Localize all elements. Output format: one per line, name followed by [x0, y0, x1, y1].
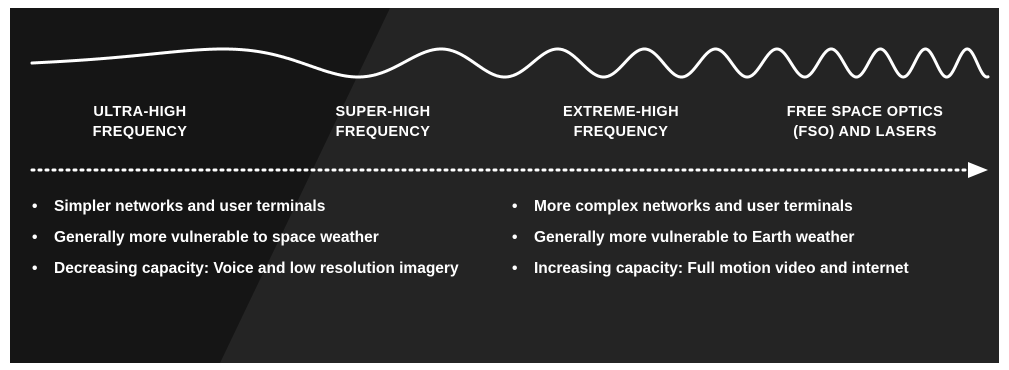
bullet-icon: •: [32, 260, 38, 277]
bullet-icon: •: [512, 198, 518, 215]
band-label-shf: SUPER-HIGH FREQUENCY: [268, 102, 498, 142]
spectrum-graphic: [30, 8, 999, 363]
spectrum-panel: ULTRA-HIGH FREQUENCY SUPER-HIGH FREQUENC…: [10, 8, 999, 363]
list-item: • More complex networks and user termina…: [508, 196, 998, 217]
bullet-text: Generally more vulnerable to space weath…: [54, 229, 379, 246]
frequency-arrow-head: [968, 162, 988, 178]
list-item: • Increasing capacity: Full motion video…: [508, 258, 954, 279]
bullet-text: Decreasing capacity: Voice and low resol…: [54, 260, 459, 277]
bullet-text: Generally more vulnerable to Earth weath…: [534, 229, 855, 246]
bullet-text: Increasing capacity: Full motion video a…: [534, 260, 909, 277]
list-item: • Generally more vulnerable to space wea…: [28, 227, 409, 248]
band-label-fso: FREE SPACE OPTICS (FSO) AND LASERS: [750, 102, 980, 142]
bullet-text: More complex networks and user terminals: [534, 198, 853, 215]
list-item: • Decreasing capacity: Voice and low res…: [28, 258, 469, 279]
band-label-line: SUPER-HIGH: [335, 104, 431, 120]
bullet-icon: •: [512, 260, 518, 277]
band-label-line: (FSO) AND LASERS: [793, 124, 937, 140]
band-label-line: ULTRA-HIGH: [93, 104, 187, 120]
bullet-icon: •: [32, 229, 38, 246]
band-label-line: FREQUENCY: [92, 124, 188, 140]
band-label-ehf: EXTREME-HIGH FREQUENCY: [506, 102, 736, 142]
band-label-line: FREQUENCY: [335, 124, 431, 140]
bullet-icon: •: [32, 198, 38, 215]
bullet-text: Simpler networks and user terminals: [54, 198, 326, 215]
band-label-line: FREQUENCY: [573, 124, 669, 140]
right-bullet-list: • More complex networks and user termina…: [508, 196, 998, 289]
left-bullet-list: • Simpler networks and user terminals • …: [28, 196, 498, 289]
band-label-line: EXTREME-HIGH: [563, 104, 679, 120]
frequency-wave: [30, 47, 990, 79]
bullet-icon: •: [512, 229, 518, 246]
diagonal-band: [220, 8, 999, 363]
band-label-line: FREE SPACE OPTICS: [786, 104, 944, 120]
list-item: • Simpler networks and user terminals: [28, 196, 498, 217]
band-label-uhf: ULTRA-HIGH FREQUENCY: [25, 102, 255, 142]
list-item: • Generally more vulnerable to Earth wea…: [508, 227, 889, 248]
